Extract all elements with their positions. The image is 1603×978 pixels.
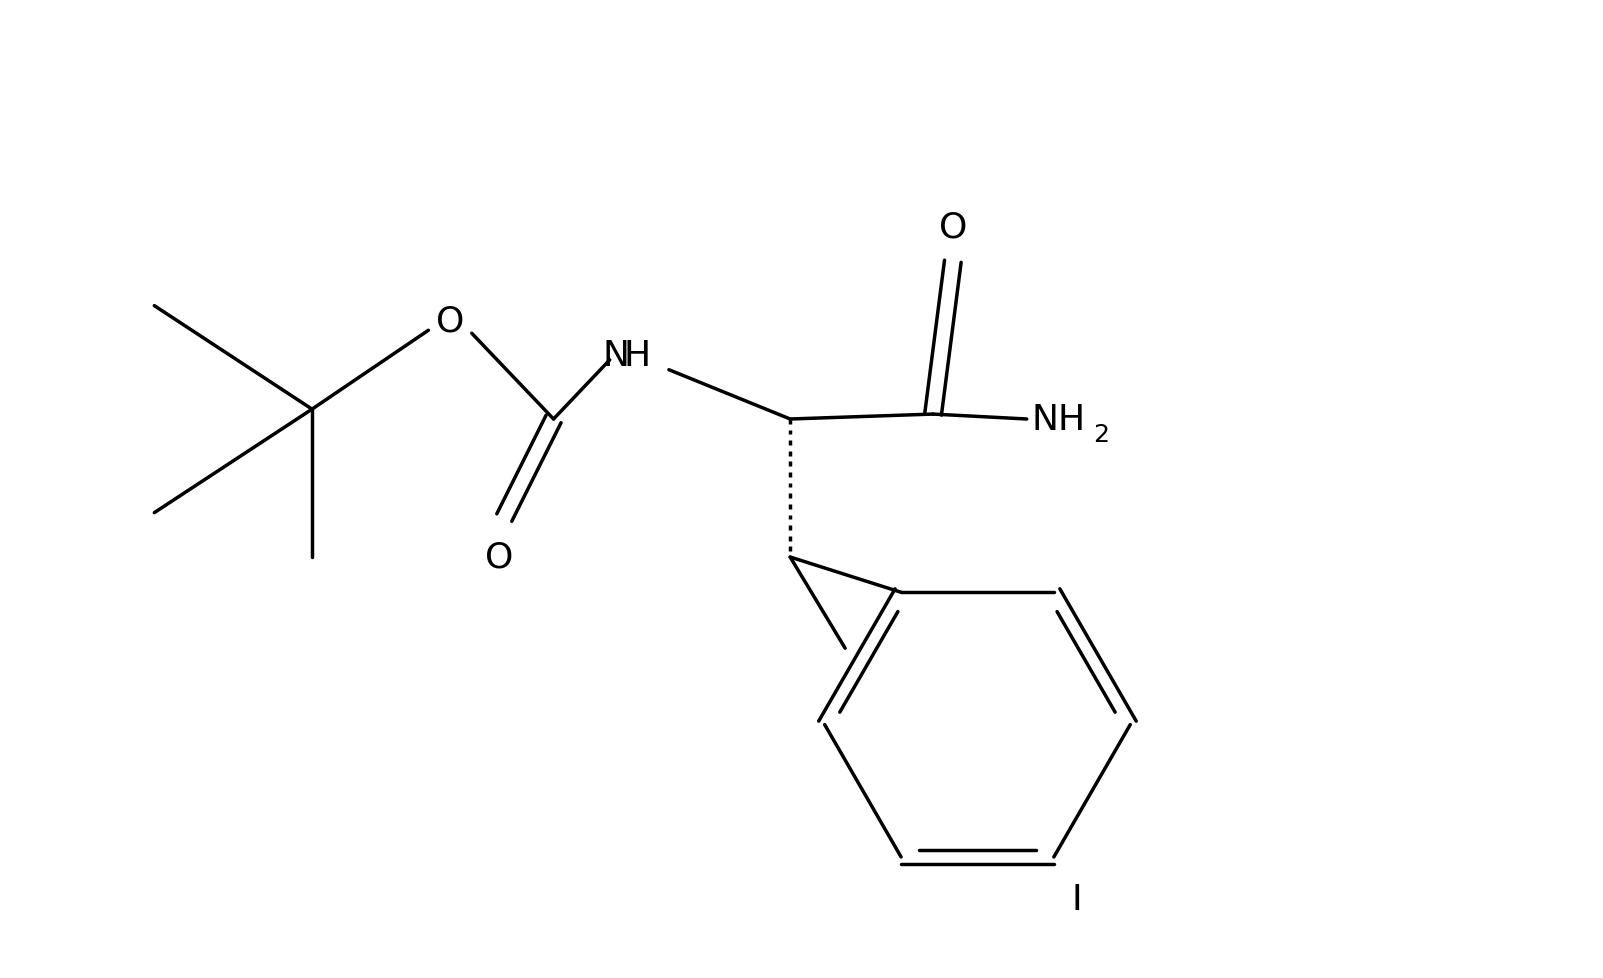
Text: N: N xyxy=(603,338,628,373)
Text: H: H xyxy=(624,338,651,373)
Text: NH: NH xyxy=(1032,403,1085,436)
Text: O: O xyxy=(939,210,967,244)
Text: I: I xyxy=(1072,882,1082,915)
Text: O: O xyxy=(486,540,513,574)
Text: 2: 2 xyxy=(1093,422,1109,446)
Text: O: O xyxy=(436,304,465,338)
